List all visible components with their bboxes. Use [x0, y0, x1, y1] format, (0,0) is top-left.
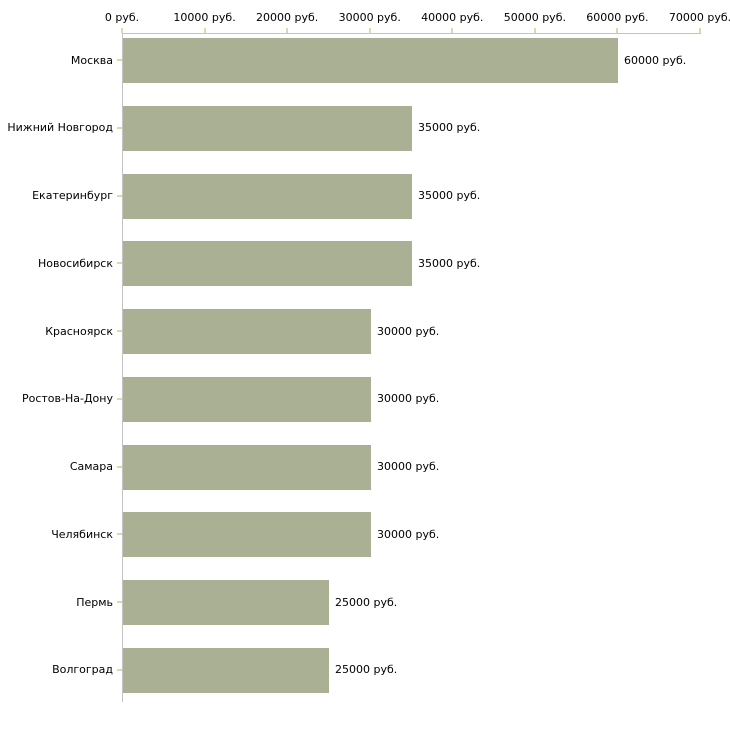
category-tick-mark: [117, 59, 122, 61]
x-tick-label: 50000 руб.: [503, 11, 566, 24]
value-label: 35000 руб.: [418, 121, 481, 135]
category-tick-mark: [117, 397, 122, 400]
value-label: 30000 руб.: [377, 460, 440, 473]
bar-4: [123, 309, 371, 354]
value-label: 30000 руб.: [377, 527, 440, 541]
category-label: Новосибирск: [37, 256, 113, 270]
value-label: 35000 руб.: [418, 189, 481, 202]
value-label: 30000 руб.: [377, 324, 440, 338]
category-label: Пермь: [76, 595, 113, 609]
category-tick-mark: [117, 668, 122, 671]
category-label: Красноярск: [45, 324, 113, 338]
x-tick-mark: [121, 28, 123, 33]
category-label: Самара: [69, 460, 113, 473]
category-tick-mark: [117, 262, 122, 265]
category-tick-mark: [117, 126, 122, 129]
bar-1: [123, 105, 412, 151]
bar-5: [123, 376, 371, 422]
x-tick-label: 30000 руб.: [338, 11, 401, 24]
bar-8: [123, 580, 329, 625]
value-label: 30000 руб.: [377, 392, 440, 406]
value-label: 25000 руб.: [335, 595, 398, 609]
x-tick-label: 70000 руб.: [668, 11, 730, 24]
category-label: Ростов-На-Дону: [21, 392, 113, 406]
x-tick-mark: [368, 28, 371, 33]
value-label: 35000 руб.: [418, 256, 481, 270]
category-tick-mark: [117, 194, 122, 197]
x-tick-mark: [533, 28, 536, 33]
x-tick-mark: [286, 28, 289, 33]
category-tick-mark: [117, 330, 122, 332]
x-tick-label: 0 руб.: [104, 11, 140, 24]
bar-6: [123, 444, 371, 490]
category-label: Волгоград: [52, 663, 113, 677]
category-label: Екатеринбург: [32, 189, 113, 202]
category-tick-mark: [117, 601, 122, 603]
category-tick-mark: [117, 465, 122, 468]
x-tick-mark: [203, 28, 206, 33]
x-axis-line: [122, 33, 701, 34]
bar-3: [123, 241, 412, 287]
category-label: Нижний Новгород: [7, 121, 113, 135]
bar-0: [123, 38, 618, 83]
x-tick-label: 10000 руб.: [173, 11, 236, 24]
x-tick-mark: [616, 28, 619, 33]
category-tick-mark: [117, 533, 122, 536]
category-label: Челябинск: [51, 527, 113, 541]
value-label: 60000 руб.: [624, 53, 687, 67]
x-tick-mark: [451, 28, 454, 33]
x-tick-label: 40000 руб.: [421, 11, 484, 24]
x-tick-label: 20000 руб.: [256, 11, 319, 24]
y-axis-line: [122, 33, 123, 702]
x-tick-mark: [699, 28, 701, 33]
bar-2: [123, 173, 412, 219]
value-label: 25000 руб.: [335, 663, 398, 677]
bar-7: [123, 512, 371, 558]
x-tick-label: 60000 руб.: [586, 11, 649, 24]
bar-9: [123, 647, 329, 693]
category-label: Москва: [70, 53, 113, 67]
